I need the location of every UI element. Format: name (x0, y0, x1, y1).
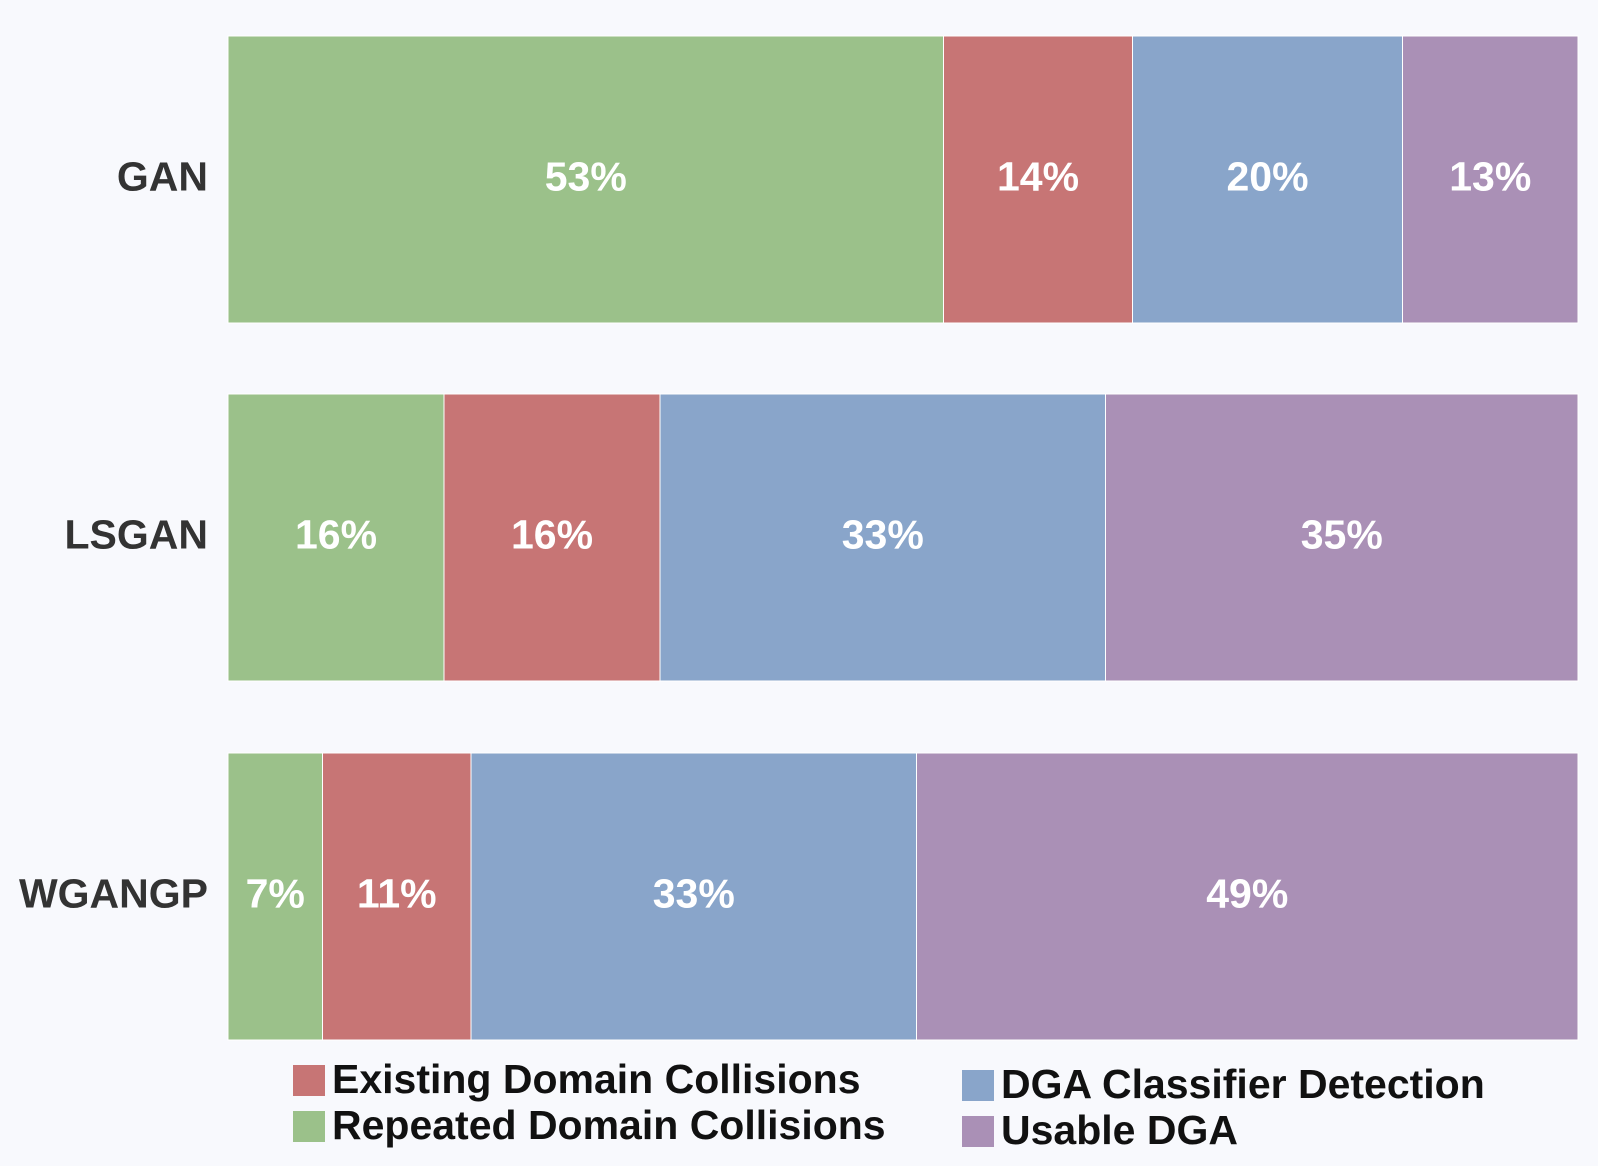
value-label: 35% (1301, 511, 1383, 557)
bar-segment (227, 752, 323, 1041)
legend-swatch (962, 1070, 994, 1101)
value-label: 14% (997, 153, 1079, 199)
bar-segment (1402, 35, 1579, 324)
value-label: 16% (295, 511, 377, 557)
bar-segment (916, 752, 1579, 1041)
category-label: WGANGP (19, 870, 208, 916)
bar-segment (322, 752, 472, 1041)
value-label: 7% (246, 870, 305, 916)
bar-segment (659, 393, 1106, 682)
legend-label: DGA Classifier Detection (1001, 1061, 1485, 1107)
legend-label: Repeated Domain Collisions (332, 1102, 886, 1148)
bar-segment (1105, 393, 1579, 682)
legend-swatch (293, 1065, 325, 1096)
bar-segment (1132, 35, 1403, 324)
category-label: LSGAN (65, 511, 209, 557)
legend-swatch (962, 1116, 994, 1147)
value-label: 33% (842, 511, 924, 557)
value-label: 16% (511, 511, 593, 557)
legend-swatch (293, 1111, 325, 1142)
bar-segment (227, 35, 944, 324)
value-label: 11% (357, 870, 437, 916)
legend-label: Existing Domain Collisions (332, 1056, 861, 1102)
bar-segment (943, 35, 1133, 324)
bar-segment (443, 393, 661, 682)
bar-segment (227, 393, 445, 682)
legend-label: Usable DGA (1001, 1107, 1238, 1153)
category-label: GAN (117, 153, 208, 199)
value-label: 53% (545, 153, 627, 199)
value-label: 33% (653, 870, 735, 916)
value-label: 20% (1226, 153, 1308, 199)
value-label: 13% (1449, 153, 1531, 199)
value-label: 49% (1206, 870, 1288, 916)
